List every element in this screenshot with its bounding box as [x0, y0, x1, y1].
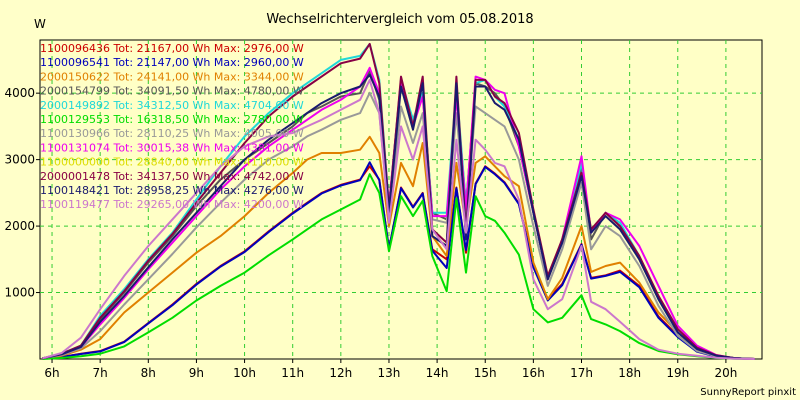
legend-entry: 1100096541 Tot: 21147,00 Wh Max: 2960,00… [40, 56, 304, 69]
x-tick-label: 18h [618, 366, 641, 380]
x-tick-label: 10h [233, 366, 256, 380]
series-line-1100148421 [42, 73, 755, 360]
legend-entry: 2000149892 Tot: 34312,50 Wh Max: 4704,00… [40, 99, 304, 112]
axes: 1000 2000 3000 4000 6h 7h 8h 9h 10h 11h 12h 13h 14h 1… [4, 86, 737, 380]
series-line-1100119477 [42, 78, 755, 360]
legend-entry: 1100148421 Tot: 28958,25 Wh Max: 4276,00… [40, 184, 304, 197]
x-tick-label: 20h [714, 366, 737, 380]
x-tick-label: 8h [141, 366, 156, 380]
legend-entry: 1100119477 Tot: 29265,00 Wh Max: 4200,00… [40, 198, 304, 211]
x-tick-label: 19h [666, 366, 689, 380]
x-tick-label: 16h [522, 366, 545, 380]
legend-entry: 1100129553 Tot: 16318,50 Wh Max: 2780,00… [40, 113, 304, 126]
x-tick-label: 17h [570, 366, 593, 380]
chart-title: Wechselrichtervergleich vom 05.08.2018 [266, 12, 533, 27]
series-line-1100129553 [42, 173, 755, 360]
x-tick-label: 12h [329, 366, 352, 380]
y-tick-label: 4000 [4, 86, 35, 100]
legend-entry: 2000001478 Tot: 34137,50 Wh Max: 4742,00… [40, 170, 304, 183]
legend: 1100096436 Tot: 21167,00 Wh Max: 2976,00… [40, 42, 304, 211]
x-tick-label: 9h [189, 366, 204, 380]
legend-entry: 1100130966 Tot: 28110,25 Wh Max: 4005,00… [40, 127, 304, 140]
legend-entry: 2000150622 Tot: 24141,00 Wh Max: 3344,00… [40, 70, 304, 83]
y-axis-label: W [34, 17, 46, 31]
legend-entry: 1100096436 Tot: 21167,00 Wh Max: 2976,00… [40, 42, 304, 55]
legend-entry: 1100000000 Tot: 28840,00 Wh Max: 4110,00… [40, 156, 304, 169]
legend-entry: 2000154799 Tot: 34091,50 Wh Max: 4780,00… [40, 85, 304, 98]
legend-entry: 1100131074 Tot: 30015,38 Wh Max: 4381,00… [40, 141, 304, 154]
series-lines [42, 42, 755, 360]
x-tick-label: 11h [281, 366, 304, 380]
x-tick-label: 15h [474, 366, 497, 380]
x-tick-label: 13h [378, 366, 401, 380]
y-tick-label: 2000 [4, 219, 35, 233]
x-tick-label: 14h [426, 366, 449, 380]
y-tick-label: 1000 [4, 286, 35, 300]
x-tick-label: 6h [44, 366, 59, 380]
x-tick-label: 7h [93, 366, 108, 380]
footer-credit: SunnyReport pinxit [700, 387, 796, 398]
y-tick-label: 3000 [4, 153, 35, 167]
